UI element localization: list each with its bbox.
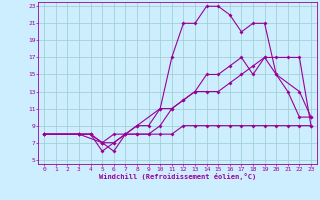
X-axis label: Windchill (Refroidissement éolien,°C): Windchill (Refroidissement éolien,°C) [99,173,256,180]
